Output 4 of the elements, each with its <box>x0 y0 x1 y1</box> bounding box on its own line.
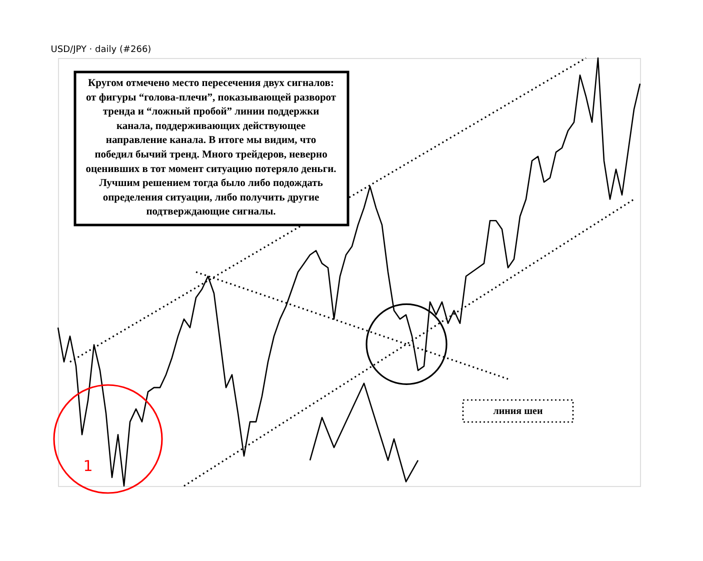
annotation: 1 <box>83 457 93 475</box>
chart-title: USD/JPY · daily (#266) <box>50 45 152 56</box>
text: Кругом отмечено место пересечения двух сигналов: от фигуры “голова-плечи”, показывающей разворот тренда и “ложный пробой” линии поддержки канала, поддерживающих действующее направление канала. В итоге мы видим, что победил бычий тренд. Много трейдеров, неверно оценивших в тот момент ситуацию потеряло деньги. Лучшим решением тогда было либо подождать определения ситуации, либо получить другие подтверждающие сигналы. <box>86 78 336 218</box>
annotation: линия шеи <box>493 406 543 417</box>
